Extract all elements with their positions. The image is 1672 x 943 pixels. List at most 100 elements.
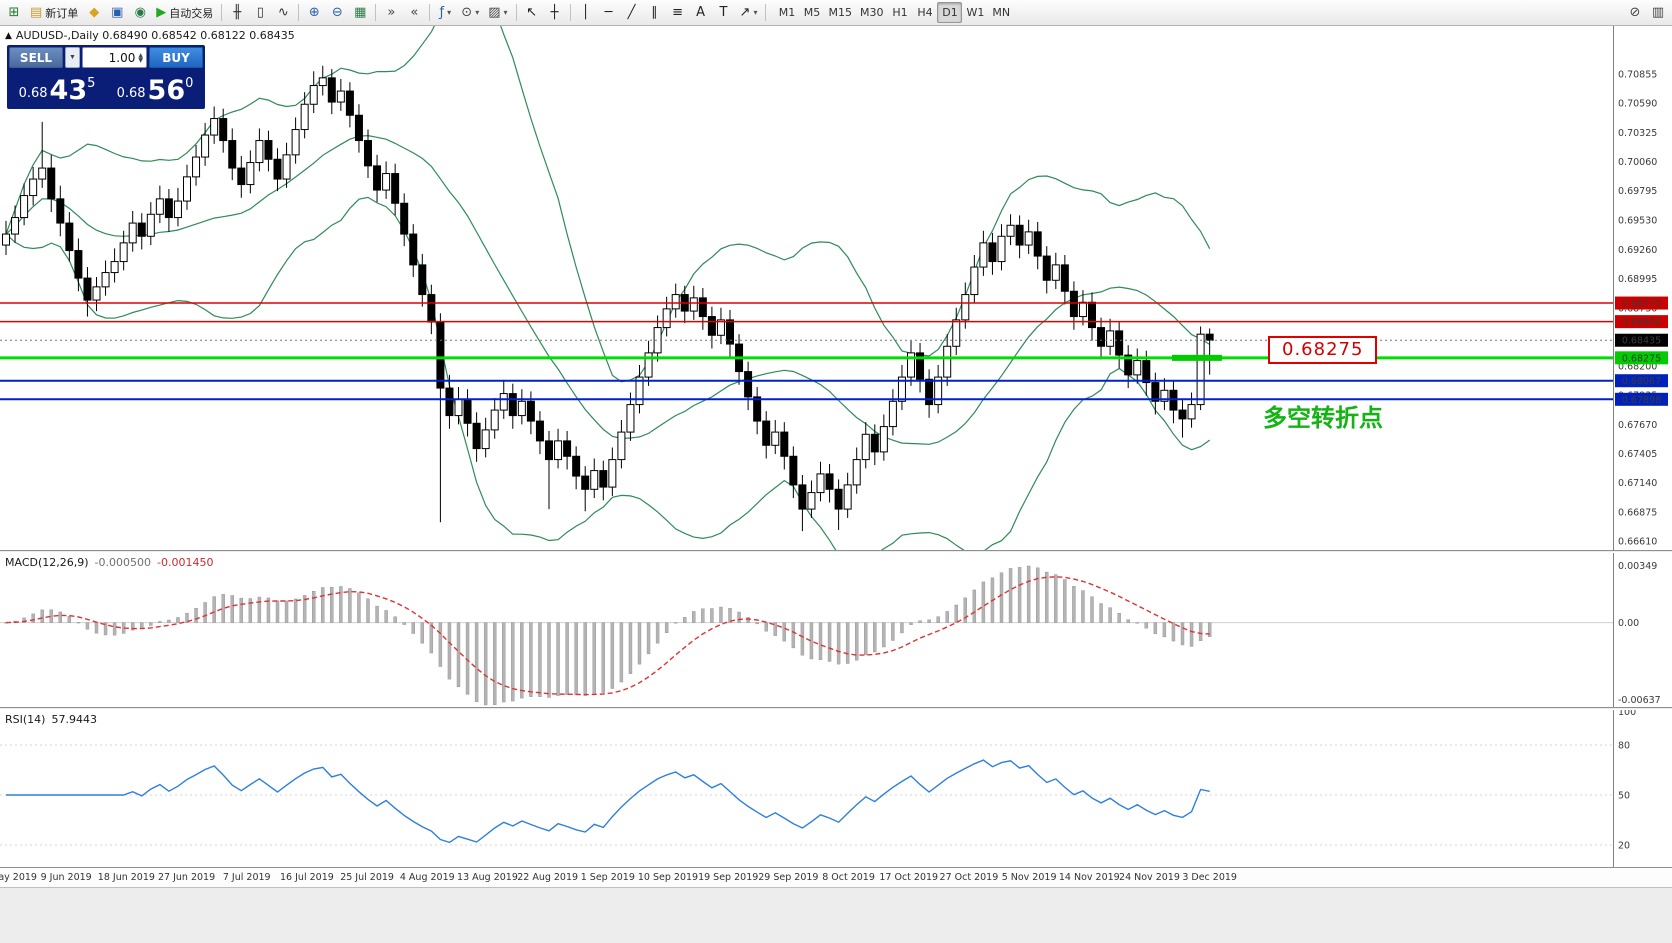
svg-text:0.68200: 0.68200 bbox=[1618, 362, 1657, 373]
arrows-button[interactable]: ↗ ▾ bbox=[736, 2, 762, 23]
cursor-button[interactable]: ↖ bbox=[521, 2, 543, 23]
rsi-title: RSI(14) bbox=[5, 713, 46, 726]
chart-header: ▲ AUDUSD-,Daily 0.68490 0.68542 0.68122 … bbox=[5, 29, 295, 42]
date-label: 13 Aug 2019 bbox=[457, 872, 518, 883]
vertical-line-icon: │ bbox=[581, 5, 590, 20]
volume-dropdown-button[interactable]: ▼ bbox=[65, 47, 80, 68]
auto-scroll-button[interactable]: » bbox=[380, 2, 402, 23]
grid-icon: ▥ bbox=[1651, 5, 1665, 20]
zoom-in-button[interactable]: ⊕ bbox=[303, 2, 325, 23]
bar-chart-button[interactable]: ╫ bbox=[226, 2, 248, 23]
text-label-icon: T bbox=[719, 5, 728, 20]
navigator-button[interactable]: ◉ bbox=[129, 2, 151, 23]
profiles-button[interactable]: ◆ bbox=[83, 2, 105, 23]
timeframe-h1-button[interactable]: H1 bbox=[887, 2, 912, 23]
svg-text:100: 100 bbox=[1618, 710, 1636, 718]
date-label: 30 May 2019 bbox=[0, 872, 37, 883]
macd-chart-canvas[interactable]: 0.00349 0.00 -0.00637 bbox=[0, 553, 1672, 707]
timeframe-m1-button[interactable]: M1 bbox=[774, 2, 799, 23]
stepper-down-icon[interactable]: ▼ bbox=[138, 56, 143, 64]
volume-stepper[interactable]: ▲ ▼ bbox=[138, 51, 143, 64]
one-click-trading-panel: SELL ▼ 1.00 ▲ ▼ BUY 0.68 43 5 0.68 56 0 bbox=[7, 45, 205, 109]
svg-text:0.69795: 0.69795 bbox=[1618, 186, 1657, 197]
new-order-icon: ▤ bbox=[30, 5, 43, 20]
pane-splitter[interactable] bbox=[0, 707, 1672, 710]
crosshair-icon: ┼ bbox=[550, 5, 559, 20]
new-chart-button[interactable]: ⊞ bbox=[3, 2, 25, 23]
toolbar-separator bbox=[429, 4, 431, 21]
channel-button[interactable]: ∥ bbox=[644, 2, 666, 23]
horizontal-line-button[interactable]: ─ bbox=[598, 2, 620, 23]
svg-text:0.66875: 0.66875 bbox=[1618, 507, 1657, 518]
macd-header: MACD(12,26,9) -0.000500 -0.001450 bbox=[5, 556, 213, 569]
line-chart-button[interactable]: ∿ bbox=[272, 2, 294, 23]
fibonacci-button[interactable]: ≡ bbox=[667, 2, 689, 23]
timeframe-d1-button[interactable]: D1 bbox=[937, 2, 963, 23]
buy-price[interactable]: 0.68 56 0 bbox=[107, 70, 203, 107]
sell-button[interactable]: SELL bbox=[9, 47, 63, 68]
toolbar-separator bbox=[375, 4, 377, 21]
data-window-button[interactable]: ▣ bbox=[106, 2, 128, 23]
indicators-button[interactable]: ƒ ▾ bbox=[434, 2, 456, 23]
timeframe-h4-button[interactable]: H4 bbox=[912, 2, 937, 23]
text-button[interactable]: A bbox=[690, 2, 712, 23]
dropdown-caret-icon: ▾ bbox=[475, 8, 480, 17]
volume-input[interactable]: 1.00 ▲ ▼ bbox=[82, 47, 147, 68]
trade-panel-toggle-icon[interactable]: ▲ bbox=[5, 30, 12, 41]
rsi-chart-canvas[interactable]: 1008050200 bbox=[0, 710, 1672, 867]
tile-windows-button[interactable]: ▦ bbox=[349, 2, 371, 23]
buy-button[interactable]: BUY bbox=[149, 47, 203, 68]
autotrading-button-label: 自动交易 bbox=[169, 6, 214, 20]
rsi-value: 57.9443 bbox=[51, 713, 97, 726]
autotrading-button[interactable]: ▶ 自动交易 bbox=[152, 2, 217, 23]
vertical-line-button[interactable]: │ bbox=[575, 2, 597, 23]
crosshair-button[interactable]: ┼ bbox=[544, 2, 566, 23]
svg-text:0.70325: 0.70325 bbox=[1618, 128, 1657, 139]
popup-prices-button[interactable]: ▥ bbox=[1647, 2, 1669, 23]
candle-chart-button[interactable]: ▯ bbox=[249, 2, 271, 23]
timeframe-m30-button[interactable]: M30 bbox=[856, 2, 888, 23]
chart-title: AUDUSD-,Daily 0.68490 0.68542 0.68122 0.… bbox=[15, 29, 295, 42]
zoom-out-icon: ⊖ bbox=[331, 5, 343, 20]
buy-price-prefix: 0.68 bbox=[116, 86, 146, 101]
zoom-out-button[interactable]: ⊖ bbox=[326, 2, 348, 23]
templates-button[interactable]: ▨ ▾ bbox=[484, 2, 511, 23]
svg-text:0.67670: 0.67670 bbox=[1618, 420, 1657, 431]
date-label: 17 Oct 2019 bbox=[879, 872, 939, 883]
sell-price[interactable]: 0.68 43 5 bbox=[9, 70, 105, 107]
quick-search-button[interactable]: ⊘ bbox=[1624, 2, 1646, 23]
date-label: 7 Jul 2019 bbox=[222, 872, 271, 883]
date-label: 3 Dec 2019 bbox=[1182, 872, 1237, 883]
horizontal-line-icon: ─ bbox=[604, 5, 613, 20]
svg-text:0.68773: 0.68773 bbox=[1622, 299, 1661, 310]
timeframe-mn-button[interactable]: MN bbox=[988, 2, 1014, 23]
date-label: 29 Sep 2019 bbox=[758, 872, 819, 883]
sell-price-pip: 5 bbox=[87, 76, 96, 91]
date-label: 18 Jun 2019 bbox=[97, 872, 155, 883]
dropdown-caret-icon: ▾ bbox=[753, 8, 758, 17]
timeframe-w1-button[interactable]: W1 bbox=[962, 2, 988, 23]
periods-button[interactable]: ⊙ ▾ bbox=[457, 2, 483, 23]
stepper-up-icon[interactable]: ▲ bbox=[138, 51, 143, 59]
text-label-button[interactable]: T bbox=[713, 2, 735, 23]
level-price-label[interactable]: 0.68275 bbox=[1268, 336, 1378, 364]
pane-splitter[interactable] bbox=[0, 550, 1672, 553]
periods-clock-icon: ⊙ bbox=[461, 5, 473, 20]
date-label: 5 Nov 2019 bbox=[1001, 872, 1057, 883]
timeframe-m5-button[interactable]: M5 bbox=[799, 2, 824, 23]
date-label: 27 Oct 2019 bbox=[939, 872, 999, 883]
svg-text:0.68995: 0.68995 bbox=[1618, 274, 1657, 285]
candlestick-chart-icon: ▯ bbox=[256, 5, 264, 20]
toolbar-separator bbox=[221, 4, 223, 21]
timeframe-m15-button[interactable]: M15 bbox=[824, 2, 856, 23]
new-order-button[interactable]: ▤ 新订单 bbox=[26, 2, 82, 23]
svg-text:0.67405: 0.67405 bbox=[1618, 449, 1657, 460]
chart-shift-icon: « bbox=[410, 5, 419, 20]
fibonacci-icon: ≡ bbox=[672, 5, 683, 20]
chart-shift-button[interactable]: « bbox=[403, 2, 425, 23]
date-label: 8 Oct 2019 bbox=[822, 872, 875, 883]
cursor-icon: ↖ bbox=[526, 5, 537, 20]
price-chart-canvas[interactable]: 0.70855 0.70590 0.70325 0.70060 0.69795 0.695… bbox=[0, 26, 1672, 550]
trendline-button[interactable]: ╱ bbox=[621, 2, 643, 23]
